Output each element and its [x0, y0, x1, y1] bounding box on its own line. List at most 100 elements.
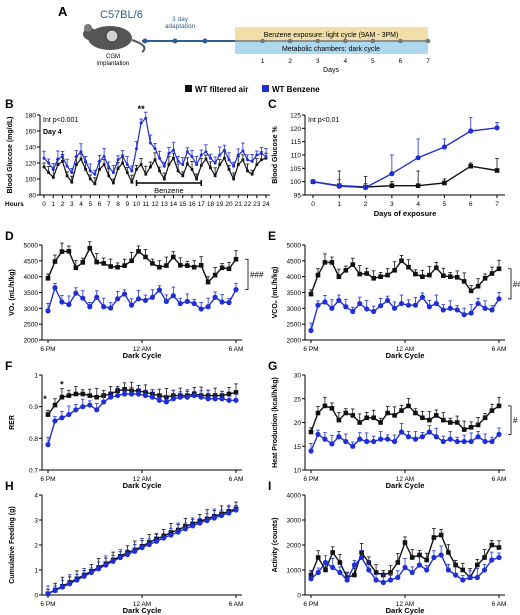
data-point: [199, 164, 203, 167]
mouse-icon: [83, 24, 146, 53]
data-point: [198, 394, 204, 400]
data-point: [190, 168, 194, 171]
data-point: [59, 249, 65, 254]
x-tick-label: 1: [337, 201, 341, 208]
data-point: [213, 174, 217, 178]
data-point: [227, 168, 231, 171]
data-point: [496, 431, 502, 437]
data-point: [250, 159, 254, 163]
data-point: [489, 542, 495, 548]
data-point: [233, 257, 239, 262]
data-point: [364, 306, 370, 312]
data-point: [115, 296, 121, 302]
data-point: [135, 168, 138, 171]
x-tick-label: 6 PM: [40, 601, 55, 608]
data-point: [45, 442, 51, 448]
data-point: [205, 304, 211, 310]
significance-mark: *: [43, 394, 47, 404]
data-point: [322, 260, 328, 265]
data-point: [330, 564, 336, 571]
y-tick-label: 1: [34, 373, 38, 380]
data-point: [489, 438, 495, 445]
data-point: [184, 394, 190, 400]
data-point: [373, 570, 379, 575]
data-point: [219, 299, 225, 305]
data-point: [448, 420, 453, 425]
data-point: [416, 562, 423, 568]
data-point: [157, 393, 162, 398]
x-tick-label: 0: [311, 201, 315, 208]
data-point: [467, 574, 473, 581]
data-point: [191, 392, 197, 399]
y-tick-label: 4000: [24, 274, 39, 281]
data-point: [158, 169, 161, 173]
day-dot: [315, 38, 321, 44]
data-point: [98, 168, 101, 171]
data-point: [417, 552, 422, 558]
data-point: [96, 566, 102, 572]
data-point: [447, 436, 453, 442]
data-point: [402, 540, 408, 545]
data-point: [337, 560, 343, 565]
data-point: [461, 312, 467, 318]
data-point: [136, 249, 141, 254]
data-point: [236, 163, 240, 166]
x-axis-title: Hours: [5, 201, 24, 208]
data-point: [116, 158, 120, 162]
day-ticks: 1 2 3 4 5 6 7: [260, 38, 431, 65]
data-point: [259, 151, 263, 155]
data-point: [209, 156, 212, 160]
data-point: [460, 577, 466, 583]
data-point: [51, 167, 55, 171]
data-point: [219, 396, 225, 402]
data-point: [424, 557, 429, 563]
data-point: [139, 163, 143, 166]
timeline-dot: [172, 38, 178, 44]
x-tick-label: 6 AM: [492, 346, 507, 353]
y-axis-title: Cumulative Feeding (g): [9, 506, 16, 583]
y-tick-label: 160: [25, 129, 36, 136]
data-point: [308, 576, 314, 582]
data-point: [178, 263, 183, 268]
x-tick-label: 11: [142, 201, 149, 208]
y-tick-label: 0.7: [29, 468, 38, 475]
data-point: [426, 429, 432, 435]
data-point: [74, 155, 78, 159]
x-tick-label: 12 AM: [396, 476, 414, 483]
data-point: [398, 429, 405, 435]
data-point: [139, 544, 145, 551]
data-point: [61, 160, 64, 163]
data-point: [440, 307, 446, 313]
panel-h: H 0 1 2 3 4 Cumulative Feeding (g) 6 PM 12 AM 6 A…: [5, 479, 243, 615]
data-point: [124, 551, 131, 558]
day-tick-label: 2: [288, 58, 292, 65]
data-point: [454, 307, 460, 313]
data-point: [88, 569, 94, 576]
panel-c: C 95 100 105 110 115 120 125 Blood Glucose % 0 1 2 3…: [268, 97, 505, 218]
data-point: [176, 169, 180, 173]
data-point: [255, 153, 259, 157]
data-point: [168, 532, 174, 538]
data-point: [359, 554, 365, 561]
data-point: [80, 260, 86, 265]
y-tick-label: 4000: [287, 493, 302, 500]
x-tick-label: 3: [390, 201, 394, 208]
data-point: [52, 402, 58, 408]
data-point: [52, 418, 58, 424]
data-point: [380, 579, 386, 586]
x-tick-label: 12 AM: [396, 346, 414, 353]
data-point: [93, 182, 97, 186]
significance-mark: ###: [250, 270, 264, 279]
x-tick-label: 12 AM: [133, 601, 151, 608]
y-axis-title: Blood Glucose (mg/dL): [7, 117, 14, 194]
data-point: [392, 268, 397, 273]
data-point: [336, 417, 342, 423]
data-point: [176, 159, 180, 163]
x-tick-label: 12: [151, 201, 159, 208]
data-point: [218, 163, 222, 166]
data-point: [144, 172, 148, 176]
adaptation-label-2: adaptation: [165, 23, 196, 30]
data-point: [454, 420, 460, 425]
x-axis-title: Dark Cycle: [123, 351, 162, 360]
series-line: [47, 388, 237, 416]
